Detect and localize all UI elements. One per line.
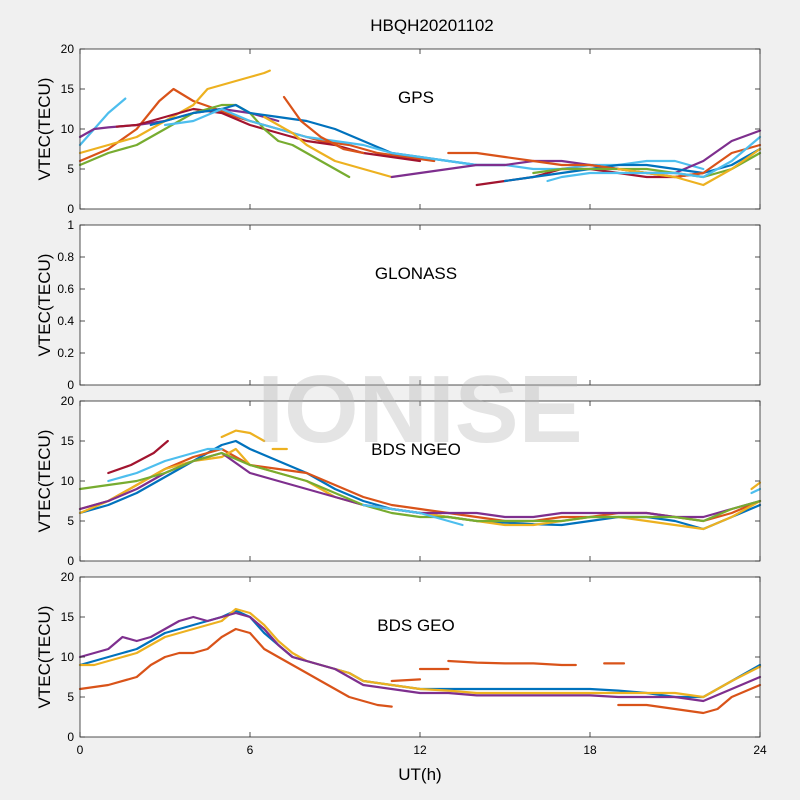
series-line-3 (78, 611, 762, 703)
y-tick-label: 5 (67, 514, 74, 528)
panels: 0 5 10 15 20 VTEC(TECU) GPS 0 0.2 0.4 0.6 0.8 1 VTEC(… (35, 42, 767, 757)
y-tick-label: 0.2 (57, 346, 74, 360)
plot-area (80, 225, 760, 385)
y-tick-label: 15 (61, 610, 75, 624)
series-line-7 (220, 429, 266, 443)
series-line-6 (447, 659, 577, 667)
series-line-10 (390, 129, 762, 179)
y-tick-label: 0 (67, 554, 74, 568)
y-tick-label: 5 (67, 162, 74, 176)
y-tick-label: 10 (61, 122, 75, 136)
x-tick-label: 24 (753, 743, 767, 757)
y-tick-label: 5 (67, 690, 74, 704)
series-line-2 (78, 97, 127, 147)
plot-area (80, 401, 760, 561)
y-tick-label: 0 (67, 202, 74, 216)
chart-panel-0: 0 5 10 15 20 VTEC(TECU) GPS (35, 42, 762, 216)
y-tick-label: 20 (61, 42, 75, 56)
series-line-8 (617, 683, 762, 715)
y-tick-label: 0 (67, 730, 74, 744)
y-axis-label: VTEC(TECU) (35, 254, 54, 357)
plot-area (80, 49, 760, 209)
y-tick-label: 15 (61, 434, 75, 448)
chart-panel-3: 0 5 10 15 20 0 6 12 18 24 VTEC(TECU) BDS GEO (35, 570, 767, 757)
x-tick-label: 12 (413, 743, 427, 757)
y-tick-label: 1 (67, 218, 74, 232)
series-line-9 (282, 95, 365, 155)
series-line-6 (107, 439, 169, 475)
chart-panel-1: 0 0.2 0.4 0.6 0.8 1 VTEC(TECU) GLONASS (35, 218, 761, 392)
series-line-8 (263, 115, 393, 179)
figure-title: HBQH20201102 (370, 16, 494, 35)
series-line-4 (390, 678, 422, 683)
panel-label: BDS GEO (377, 616, 454, 635)
y-tick-label: 0.4 (57, 314, 74, 328)
series-line-10 (750, 487, 762, 495)
series-line-4 (78, 451, 762, 523)
y-axis-label: VTEC(TECU) (35, 78, 54, 181)
x-tick-label: 18 (583, 743, 597, 757)
x-axis-label: UT(h) (398, 765, 441, 784)
series-line-16 (546, 135, 762, 183)
watermark: IONISE (257, 356, 582, 463)
y-axis-label: VTEC(TECU) (35, 606, 54, 709)
y-tick-label: 0 (67, 378, 74, 392)
series-line-1 (78, 69, 271, 155)
y-tick-label: 0.6 (57, 282, 74, 296)
y-tick-label: 10 (61, 474, 75, 488)
y-tick-label: 20 (61, 570, 75, 584)
series-line-0 (78, 627, 393, 708)
series-line-5 (107, 447, 223, 483)
panel-label: GLONASS (375, 264, 457, 283)
x-tick-label: 0 (77, 743, 84, 757)
y-tick-label: 0.8 (57, 250, 74, 264)
y-tick-label: 15 (61, 82, 75, 96)
series-line-11 (750, 481, 762, 491)
plot-area (80, 577, 760, 737)
x-tick-label: 6 (247, 743, 254, 757)
series-line-14 (532, 151, 762, 179)
y-axis-label: VTEC(TECU) (35, 430, 54, 533)
panel-label: GPS (398, 88, 434, 107)
chart-panel-2: 0 5 10 15 20 VTEC(TECU) BDS NGEO (35, 394, 762, 568)
y-tick-label: 20 (61, 394, 75, 408)
series-line-0 (78, 87, 436, 163)
panel-label: BDS NGEO (371, 440, 461, 459)
y-tick-label: 10 (61, 650, 75, 664)
series-line-9 (362, 503, 464, 527)
series-line-13 (447, 143, 762, 179)
